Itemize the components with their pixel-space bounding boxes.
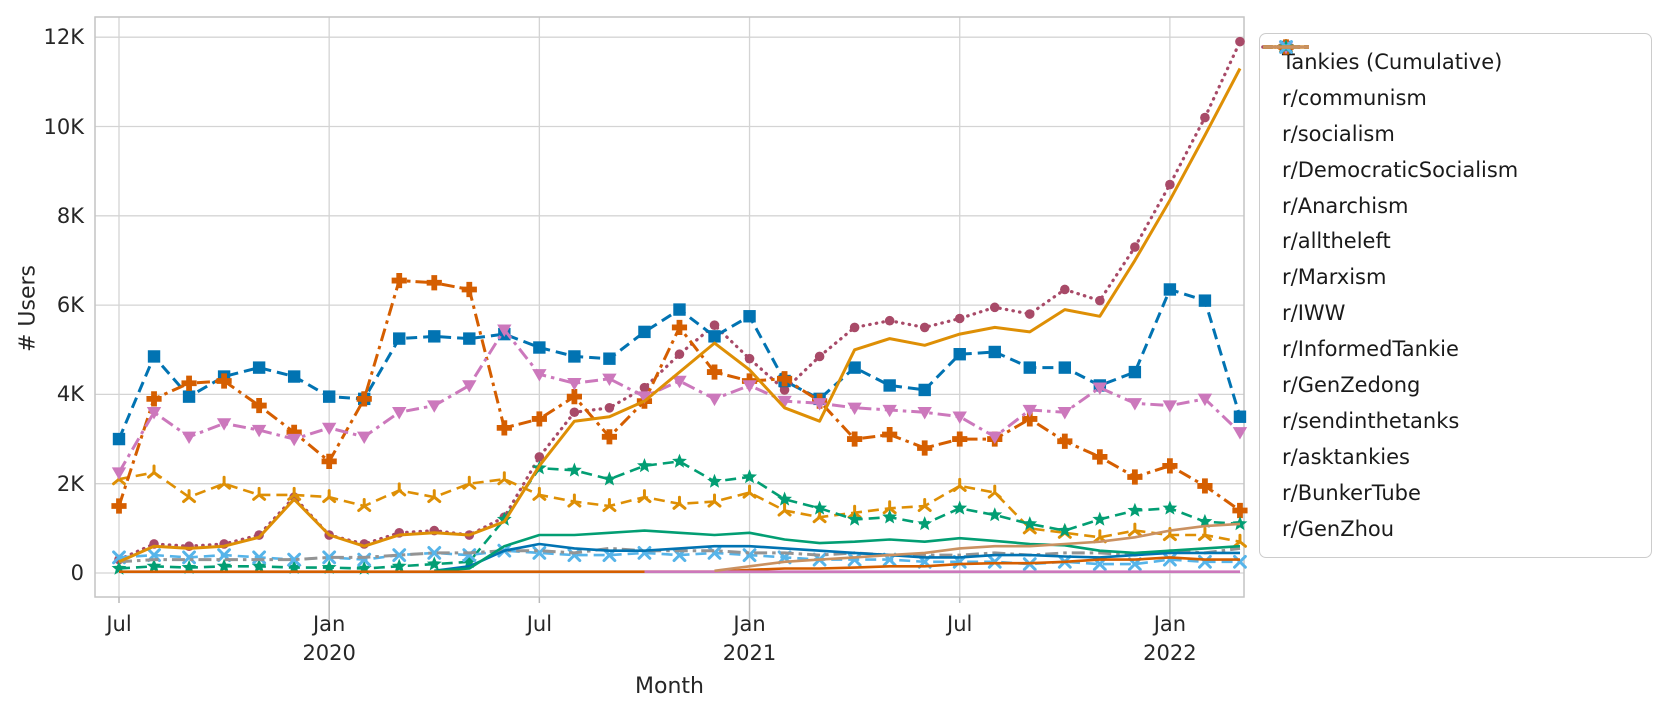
x-axis-title: Month (635, 674, 704, 699)
legend-item-r-genzhou: r/GenZhou (1260, 45, 1651, 547)
legend-item-tankies-cumulative: Tankies (Cumulative) (1260, 42, 1651, 80)
legend-label: r/GenZhou (1282, 516, 1395, 541)
legend-item-r-sendinthetanks: r/sendinthetanks (1260, 45, 1651, 439)
legend-item-r-informedtankie: r/InformedTankie (1260, 45, 1651, 367)
y-tick-label: 2K (56, 471, 84, 496)
series-r-informedtankie (434, 542, 1240, 573)
legend-label: r/sendinthetanks (1282, 408, 1460, 433)
x-tick-label: Jan (733, 612, 766, 636)
x-tick-year-label: 2020 (302, 641, 356, 665)
series-r-communism (112, 464, 1247, 548)
legend-label: r/InformedTankie (1282, 337, 1459, 362)
y-tick-label: 8K (56, 203, 84, 228)
legend-label: r/communism (1282, 85, 1427, 110)
legend-label: r/Anarchism (1282, 193, 1409, 218)
legend-item-r-bunkertube: r/BunkerTube (1260, 45, 1651, 511)
y-tick-label: 12K (43, 25, 85, 50)
legend-label: r/Marxism (1282, 265, 1387, 290)
legend-item-r-asktankies: r/asktankies (1260, 45, 1651, 475)
legend-item-r-alltheleft: r/alltheleft (1260, 39, 1651, 259)
legend-label: r/GenZedong (1282, 372, 1421, 397)
legend-label: r/DemocraticSocialism (1282, 157, 1519, 182)
series-r-genzedong (118, 67, 1242, 564)
series-r-sendinthetanks (434, 529, 1241, 573)
x-tick-label: Jul (526, 612, 553, 636)
legend-item-r-marxism: r/Marxism (1260, 40, 1651, 295)
legend-item-r-genzedong: r/GenZedong (1260, 45, 1651, 403)
y-tick-label: 6K (56, 293, 84, 318)
legend-item-r-anarchism: r/Anarchism (1260, 41, 1651, 224)
series-r-anarchism (111, 324, 1248, 480)
legend-label: r/IWW (1282, 301, 1346, 326)
plot-frame (94, 16, 1245, 598)
x-tick-label: Jul (106, 612, 132, 636)
legend-label: r/alltheleft (1282, 229, 1391, 254)
x-tick-label: Jan (312, 612, 346, 636)
series-tankies-cumulative (114, 36, 1245, 565)
legend-swatch-r-genzhou (1263, 45, 1309, 49)
series-r-genzhou (714, 522, 1241, 573)
legend-item-r-iww: r/IWW (1260, 45, 1651, 331)
x-tick-label: Jan (1153, 612, 1187, 636)
y-tick-label: 4K (56, 382, 84, 407)
series-r-socialism (112, 283, 1247, 446)
x-tick-year-label: 2021 (722, 641, 777, 665)
x-tick-label: Jul (947, 612, 973, 636)
legend-label: r/socialism (1282, 121, 1395, 146)
legend: Tankies (Cumulative) r/communism r/sociali… (1259, 33, 1652, 558)
legend-label: r/BunkerTube (1282, 480, 1421, 505)
series-r-iww (118, 546, 1241, 564)
y-tick-label: 0 (70, 561, 84, 585)
legend-label: r/asktankies (1282, 444, 1410, 469)
legend-item-r-communism: r/communism (1260, 39, 1651, 116)
legend-item-r-democraticsocialism: r/DemocraticSocialism (1260, 39, 1651, 188)
legend-item-r-socialism: r/socialism (1260, 40, 1651, 152)
series-r-alltheleft (111, 453, 1248, 575)
legend-label: Tankies (Cumulative) (1282, 49, 1503, 74)
y-tick-label: 10K (43, 114, 85, 139)
x-tick-year-label: 2022 (1143, 641, 1197, 665)
